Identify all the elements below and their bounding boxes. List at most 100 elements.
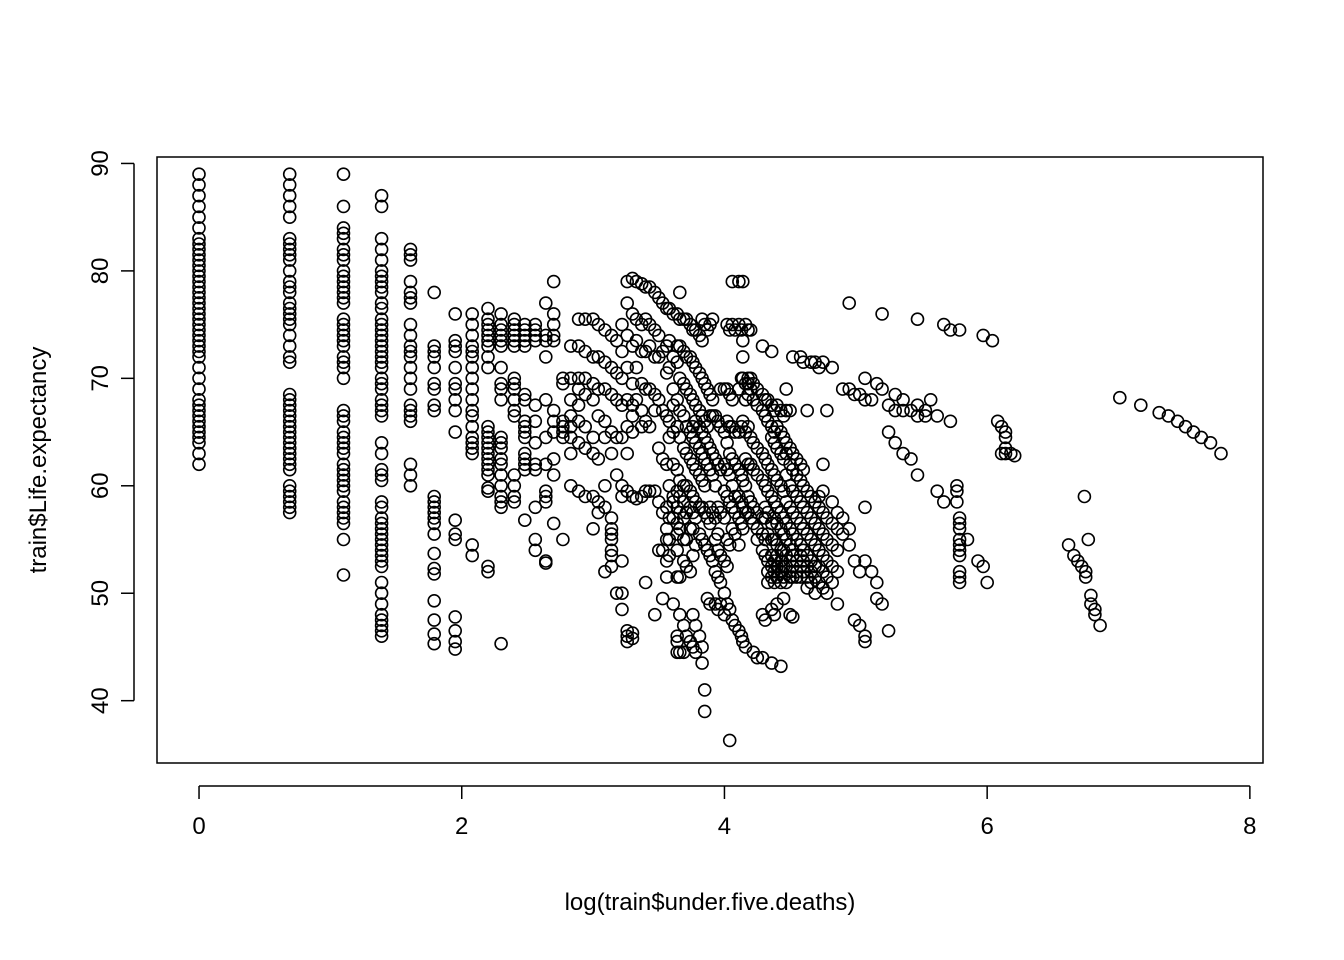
data-point [282,414,297,429]
data-point [881,425,896,439]
data-point [875,382,889,396]
data-point [282,457,297,472]
data-point [528,328,543,343]
data-point [494,489,508,504]
data-point [448,382,463,396]
data-point [1077,489,1092,504]
data-point [546,452,561,466]
data-point [943,414,958,429]
data-point [282,178,297,192]
data-point [950,484,964,499]
data-point [620,360,635,375]
data-point [881,623,896,638]
data-point [494,339,508,353]
data-point [192,301,206,316]
data-point [858,500,872,515]
data-point [374,199,389,214]
data-point [952,323,967,337]
data-point [336,274,351,289]
data-point [507,376,522,391]
data-point [192,430,206,445]
y-tick-label: 90 [87,150,114,177]
data-point [546,328,561,343]
data-point [336,371,351,386]
data-point [586,350,600,364]
data-point [336,568,351,582]
data-point [282,435,297,450]
data-point [282,307,297,321]
data-point [448,376,463,391]
data-point [651,328,666,343]
data-point [282,339,297,353]
data-point [465,307,480,321]
data-point [374,435,389,450]
data-point [282,446,297,461]
data-point [842,296,857,310]
data-point [192,409,206,423]
data-point [705,312,720,327]
data-point [481,360,495,375]
data-point [403,478,418,493]
data-point [282,392,297,407]
data-point [563,371,578,386]
data-point [825,495,840,509]
data-point [192,414,206,429]
data-point [672,285,687,300]
data-point [528,543,543,558]
data-point [825,360,840,375]
data-point [481,435,495,450]
data-point [494,478,508,493]
data-point [374,613,389,627]
data-point [374,301,389,316]
data-point [571,398,586,413]
data-point [465,317,480,332]
data-point [604,521,619,536]
data-point [192,199,206,214]
data-point [910,468,925,482]
data-point [615,371,629,386]
data-point [336,312,351,327]
data-point [764,344,779,359]
data-point [282,301,297,316]
data-point [282,430,297,445]
data-point [374,500,389,515]
data-point [732,538,746,552]
data-point [571,371,586,386]
data-point [192,328,206,343]
data-point [528,457,543,472]
data-point [528,333,543,348]
data-point [192,188,206,203]
data-point [192,285,206,300]
data-point [695,333,709,348]
data-point [427,382,442,396]
data-point [192,403,206,418]
data-point [847,554,862,568]
data-point [507,392,522,407]
data-point [609,468,624,482]
data-point [465,382,480,396]
data-point [448,634,463,649]
data-point [465,371,480,386]
data-point [448,623,463,638]
data-point [820,586,834,601]
data-point [528,462,543,477]
data-point [192,178,206,192]
data-point [282,441,297,456]
data-point [282,495,297,509]
data-point [374,629,389,644]
data-point [427,516,442,531]
data-point [403,253,418,267]
data-point [374,559,389,574]
data-point [336,296,351,310]
data-point [943,323,958,337]
data-point [336,167,351,181]
data-point [735,350,750,364]
data-point [374,339,389,353]
y-axis-label: train$Life.expectancy [25,347,52,574]
data-point [374,495,389,509]
data-point [816,457,830,472]
data-point [666,597,681,611]
data-point [507,409,522,423]
data-point [336,280,351,294]
data-point [374,607,389,622]
